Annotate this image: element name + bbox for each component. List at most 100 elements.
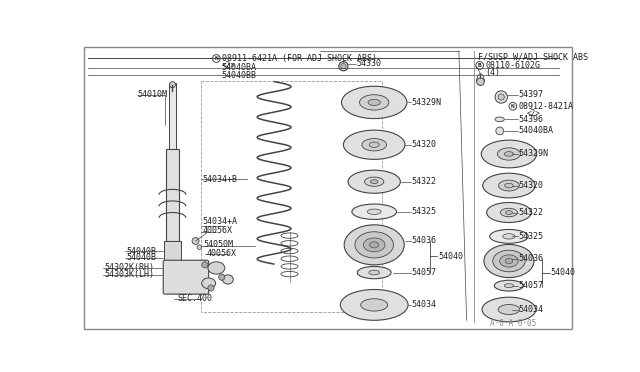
- Text: 54040BA: 54040BA: [221, 63, 257, 72]
- Circle shape: [192, 238, 199, 244]
- Text: 54050M: 54050M: [204, 240, 233, 249]
- Ellipse shape: [500, 255, 518, 267]
- Ellipse shape: [281, 256, 298, 262]
- Bar: [170, 83, 175, 148]
- Circle shape: [496, 127, 504, 135]
- Ellipse shape: [362, 139, 387, 151]
- Text: F/SUSP W/ADJ SHOCK ABS: F/SUSP W/ADJ SHOCK ABS: [478, 52, 588, 61]
- Ellipse shape: [344, 225, 404, 265]
- Text: N: N: [214, 56, 218, 61]
- Ellipse shape: [504, 284, 513, 288]
- Ellipse shape: [494, 280, 524, 291]
- Text: <2>: <2>: [527, 109, 541, 118]
- Ellipse shape: [505, 258, 513, 264]
- Ellipse shape: [503, 234, 515, 239]
- Ellipse shape: [486, 202, 531, 222]
- Text: 54034: 54034: [518, 305, 543, 314]
- Text: 54329N: 54329N: [411, 98, 441, 107]
- Ellipse shape: [497, 148, 520, 160]
- Ellipse shape: [340, 289, 408, 320]
- Circle shape: [340, 64, 346, 69]
- Ellipse shape: [481, 140, 537, 168]
- Ellipse shape: [364, 238, 385, 252]
- Text: 54303K(LH): 54303K(LH): [105, 270, 155, 279]
- Bar: [166, 148, 179, 241]
- Text: 54329N: 54329N: [518, 150, 548, 158]
- Text: 54320: 54320: [411, 140, 436, 149]
- Text: SEC.400: SEC.400: [178, 294, 213, 303]
- Text: 54396: 54396: [518, 115, 543, 124]
- Text: 54057: 54057: [411, 268, 436, 277]
- Text: 08912-8421A: 08912-8421A: [518, 102, 573, 111]
- Text: 40056X: 40056X: [202, 226, 232, 235]
- Ellipse shape: [281, 233, 298, 238]
- Ellipse shape: [281, 264, 298, 269]
- Ellipse shape: [369, 142, 380, 147]
- Ellipse shape: [355, 232, 394, 258]
- Ellipse shape: [483, 173, 535, 198]
- Text: 54302K(RH): 54302K(RH): [105, 263, 155, 272]
- Circle shape: [197, 245, 202, 250]
- Ellipse shape: [500, 208, 517, 217]
- Text: B: B: [478, 63, 481, 68]
- Circle shape: [339, 62, 348, 71]
- Ellipse shape: [369, 270, 380, 275]
- Text: 54057: 54057: [518, 281, 543, 290]
- Ellipse shape: [493, 250, 525, 272]
- Circle shape: [477, 78, 484, 86]
- Ellipse shape: [223, 275, 234, 284]
- Text: 40056X: 40056X: [206, 249, 236, 258]
- Text: 54040B: 54040B: [126, 253, 156, 262]
- Circle shape: [498, 94, 504, 100]
- Ellipse shape: [499, 180, 519, 191]
- Ellipse shape: [281, 272, 298, 277]
- Bar: [164, 241, 181, 264]
- FancyBboxPatch shape: [163, 260, 209, 294]
- Ellipse shape: [344, 130, 405, 159]
- Ellipse shape: [281, 248, 298, 254]
- Text: 54330: 54330: [356, 60, 381, 68]
- Text: 54397: 54397: [518, 90, 543, 99]
- Ellipse shape: [504, 152, 513, 156]
- Ellipse shape: [482, 297, 536, 322]
- Text: 54036: 54036: [518, 254, 543, 263]
- Circle shape: [202, 262, 208, 268]
- Text: 54040B: 54040B: [126, 247, 156, 256]
- Text: 54010M: 54010M: [137, 90, 167, 99]
- Text: N: N: [511, 104, 515, 109]
- Ellipse shape: [369, 242, 379, 248]
- Ellipse shape: [352, 204, 397, 219]
- Text: 08911-6421A (FOR ADJ SHOCK ABS): 08911-6421A (FOR ADJ SHOCK ABS): [221, 54, 377, 63]
- Text: 54034+B: 54034+B: [202, 175, 237, 184]
- Ellipse shape: [484, 244, 534, 278]
- Circle shape: [212, 55, 220, 62]
- Ellipse shape: [506, 211, 513, 214]
- Ellipse shape: [495, 117, 504, 122]
- Ellipse shape: [348, 170, 401, 193]
- Ellipse shape: [505, 183, 513, 188]
- Text: 54320: 54320: [518, 181, 543, 190]
- Text: A·0·A 0·05: A·0·A 0·05: [490, 319, 536, 328]
- Text: 54040: 54040: [550, 268, 575, 277]
- Text: 54034+A: 54034+A: [202, 217, 237, 226]
- Ellipse shape: [208, 262, 225, 274]
- Text: <2>: <2>: [221, 61, 236, 70]
- Circle shape: [170, 81, 175, 88]
- Ellipse shape: [367, 209, 381, 214]
- Circle shape: [208, 285, 214, 291]
- Text: 54040BB: 54040BB: [221, 71, 257, 80]
- Text: 54325: 54325: [411, 207, 436, 216]
- Text: 54325: 54325: [518, 232, 543, 241]
- Ellipse shape: [371, 180, 378, 184]
- Ellipse shape: [360, 95, 389, 110]
- Ellipse shape: [365, 177, 384, 186]
- Ellipse shape: [281, 241, 298, 246]
- Circle shape: [495, 91, 508, 103]
- Text: 54322: 54322: [411, 177, 436, 186]
- Text: (4): (4): [485, 68, 500, 77]
- Text: 54040BA: 54040BA: [518, 126, 553, 135]
- Ellipse shape: [490, 230, 528, 243]
- Ellipse shape: [357, 266, 391, 279]
- Bar: [201, 81, 382, 312]
- Text: 54034: 54034: [411, 301, 436, 310]
